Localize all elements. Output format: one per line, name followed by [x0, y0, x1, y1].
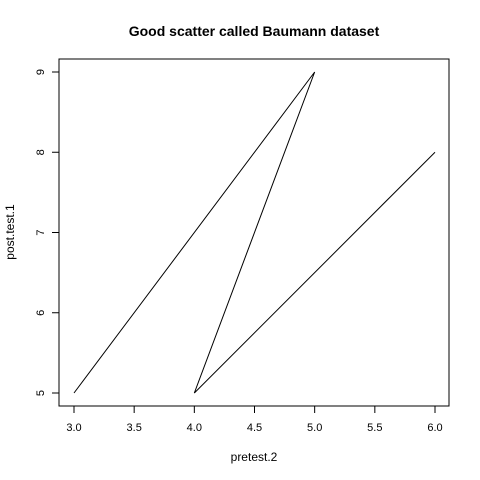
y-tick-label: 8: [35, 149, 47, 155]
series-line: [73, 71, 436, 394]
y-axis-label: post.test.1: [3, 204, 17, 260]
y-axis: 5 6 7 8 9: [35, 69, 60, 396]
y-tick-label: 5: [35, 390, 47, 396]
x-axis-label: pretest.2: [231, 450, 278, 464]
x-tick-label: 5.5: [367, 422, 382, 434]
x-tick-label: 4.0: [187, 422, 202, 434]
chart-title: Good scatter called Baumann dataset: [129, 23, 380, 39]
x-tick-label: 3.0: [66, 422, 81, 434]
series-layer: [73, 71, 436, 394]
x-tick-label: 4.5: [247, 422, 262, 434]
y-tick-label: 6: [35, 310, 47, 316]
x-tick-label: 3.5: [127, 422, 142, 434]
x-tick-label: 6.0: [427, 422, 442, 434]
x-axis: 3.0 3.5 4.0 4.5 5.0 5.5 6.0: [66, 405, 443, 434]
y-tick-label: 7: [35, 229, 47, 235]
y-tick-label: 9: [35, 69, 47, 75]
x-tick-label: 5.0: [307, 422, 322, 434]
